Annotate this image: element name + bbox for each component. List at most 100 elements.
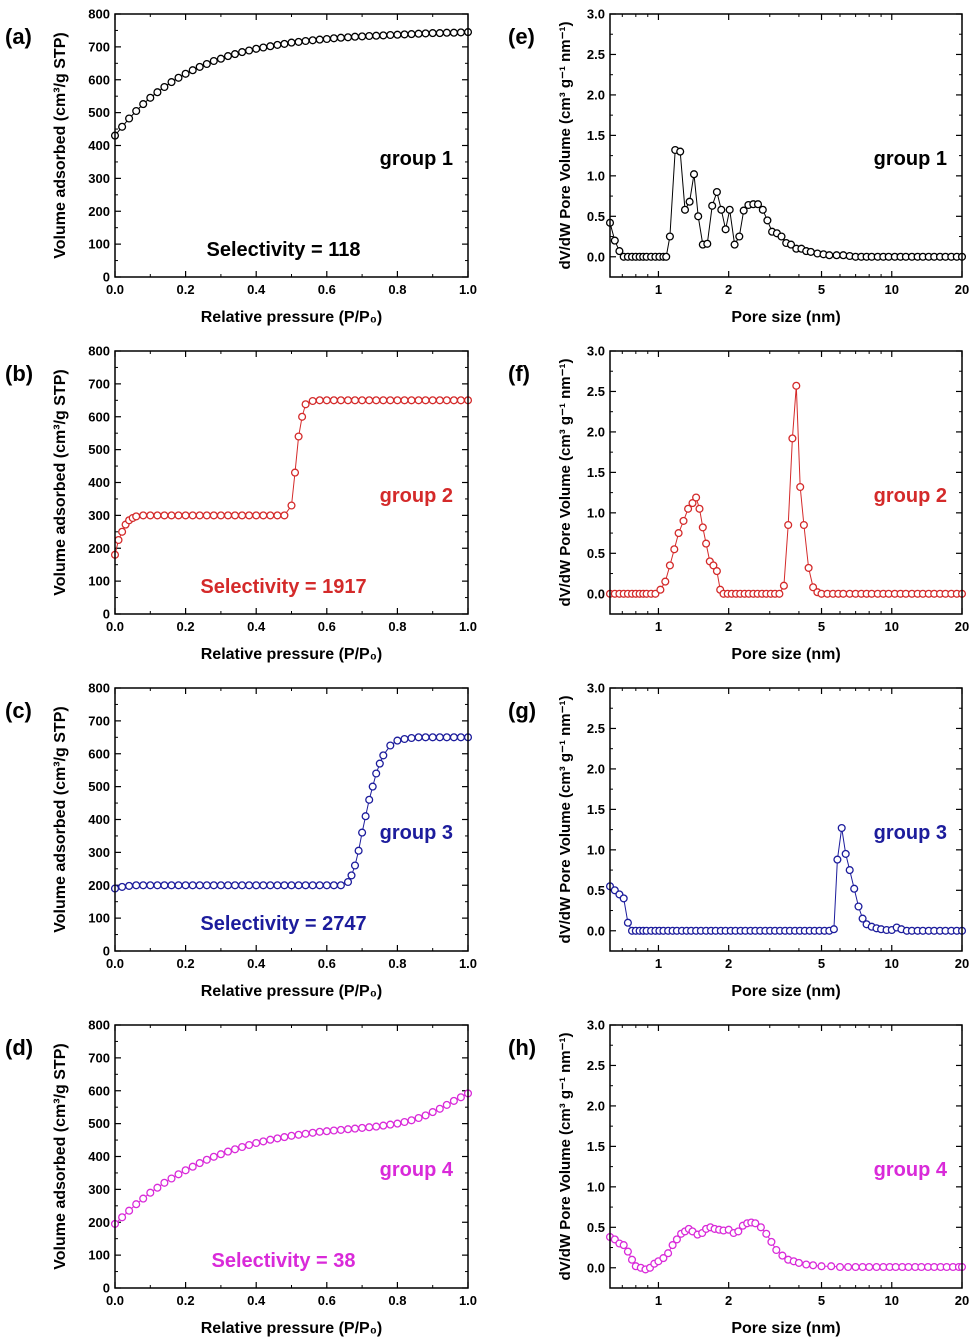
y-tick-label: 500	[88, 779, 110, 794]
chart-panel-h: 0.0 0.5 1.0 1.5 2.0 2.5 3.0 1 2 5 10 20 Pore size (n…	[508, 1018, 969, 1338]
data-point	[301, 36, 310, 46]
x-tick-label: 1.0	[459, 1293, 477, 1308]
data-point	[786, 240, 796, 249]
data-point	[717, 205, 726, 214]
data-point	[917, 1262, 926, 1272]
data-point	[139, 511, 148, 520]
x-tick-label: 0.2	[177, 619, 195, 634]
data-point	[167, 1174, 176, 1183]
data-point	[623, 1247, 632, 1256]
y-tick-label: 400	[88, 475, 110, 490]
data-point	[308, 396, 317, 406]
data-point	[777, 232, 786, 241]
data-point	[827, 1262, 836, 1271]
chart-panel-d: 0 100 200 300 400 500 600 700 800 0.0 0.2 0.4 0.6 0.8…	[5, 1018, 477, 1338]
data-point	[386, 30, 395, 40]
x-axis-label: Relative pressure (P/P₀)	[201, 983, 383, 1000]
x-tick-label: 20	[955, 956, 969, 971]
data-point	[308, 36, 317, 45]
data-point	[845, 866, 854, 875]
data-point	[386, 1120, 395, 1129]
data-point	[778, 1251, 787, 1260]
y-tick-label: 0.5	[587, 1220, 605, 1235]
data-point	[372, 31, 381, 40]
data-point	[665, 561, 674, 570]
data-point	[421, 29, 430, 38]
data-point	[230, 881, 240, 890]
data-point	[322, 34, 331, 44]
data-point	[280, 1133, 289, 1142]
y-tick-label: 500	[88, 105, 110, 120]
x-tick-label: 2	[725, 956, 732, 971]
data-point	[245, 511, 254, 520]
data-point	[865, 1262, 874, 1272]
data-point	[266, 42, 275, 51]
data-point	[114, 535, 123, 545]
data-point	[139, 1194, 148, 1203]
y-tick-label: 1.0	[587, 1179, 605, 1194]
x-tick-label: 1	[655, 1293, 662, 1308]
data-point	[698, 523, 707, 532]
y-tick-label: 600	[88, 746, 110, 761]
y-tick-label: 0.5	[587, 546, 605, 561]
data-point	[758, 205, 767, 214]
y-tick-label: 3.0	[587, 681, 605, 696]
data-point	[223, 52, 233, 61]
data-point	[730, 240, 739, 249]
chart-panel-e: 0.0 0.5 1.0 1.5 2.0 2.5 3.0 1 2 5 10 20 Pore size (n…	[508, 7, 969, 327]
x-tick-label: 10	[885, 282, 899, 297]
y-tick-label: 0.0	[587, 1260, 605, 1275]
data-point	[400, 734, 409, 744]
data-point	[202, 511, 211, 520]
chart-panel-f: 0.0 0.5 1.0 1.5 2.0 2.5 3.0 1 2 5 10 20 Pore size (n…	[508, 344, 969, 664]
chart-panel-g: 0.0 0.5 1.0 1.5 2.0 2.5 3.0 1 2 5 10 20 Pore size (n…	[508, 681, 969, 1001]
data-point	[315, 35, 324, 44]
data-point	[301, 881, 310, 890]
data-point	[421, 396, 430, 405]
data-point	[386, 741, 395, 750]
data-point	[708, 201, 717, 210]
group-label: group 4	[380, 1159, 454, 1181]
data-point	[273, 881, 282, 890]
x-tick-label: 2	[725, 282, 732, 297]
plot-frame	[609, 13, 963, 278]
data-point	[792, 381, 801, 390]
y-axis-label: dV/dW Pore Volume (cm³ g⁻¹ nm⁻¹)	[557, 695, 574, 943]
data-point	[238, 511, 247, 520]
data-point	[421, 1111, 430, 1120]
data-point	[223, 511, 233, 520]
data-point	[763, 216, 772, 225]
y-tick-label: 600	[88, 1083, 110, 1098]
plot-frame	[609, 1024, 963, 1289]
data-point	[195, 511, 204, 520]
data-point	[361, 812, 370, 821]
data-point	[414, 396, 423, 405]
data-point	[679, 516, 688, 525]
data-point	[372, 769, 381, 778]
data-point	[174, 511, 183, 520]
data-point	[118, 882, 127, 891]
data-point	[804, 563, 813, 572]
data-point	[407, 396, 416, 405]
data-point	[132, 106, 141, 116]
data-point	[615, 247, 624, 256]
data-point	[315, 1127, 324, 1136]
data-point	[118, 122, 127, 131]
data-point	[188, 1162, 197, 1171]
data-point	[160, 1178, 169, 1187]
x-tick-label: 0.6	[318, 282, 336, 297]
data-point	[153, 88, 162, 97]
data-point	[174, 881, 183, 890]
data-point	[619, 1241, 628, 1250]
data-point	[202, 1155, 211, 1164]
data-point	[195, 62, 204, 71]
data-point	[358, 396, 367, 405]
data-point	[202, 881, 211, 890]
y-tick-label: 0.5	[587, 209, 605, 224]
data-point	[252, 44, 261, 53]
y-tick-label: 800	[88, 1018, 110, 1033]
data-point	[739, 206, 748, 215]
data-point	[665, 232, 674, 241]
data-point	[336, 33, 345, 42]
data-point	[181, 1166, 190, 1175]
